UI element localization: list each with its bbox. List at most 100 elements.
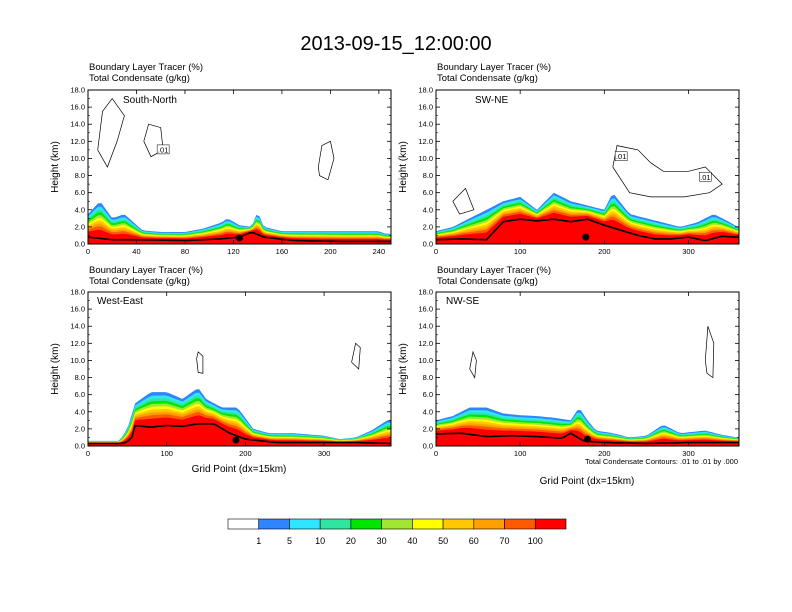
x-tick-label: 200 bbox=[324, 247, 337, 256]
field-label-tracer: Boundary Layer Tracer (%) bbox=[437, 62, 551, 73]
y-tick-label: 4.0 bbox=[423, 407, 433, 416]
colorbar: 1 5 10 20 30 40 50 60 70 100 bbox=[227, 518, 567, 546]
colorbar-label: 60 bbox=[469, 536, 479, 546]
panel-south-north: Boundary Layer Tracer (%) Total Condensa… bbox=[50, 62, 392, 256]
y-tick-label: 16.0 bbox=[70, 305, 85, 314]
y-tick-label: 0.0 bbox=[423, 240, 433, 249]
x-tick-label: 300 bbox=[682, 449, 695, 458]
y-tick-label: 4.0 bbox=[423, 205, 433, 214]
contour-note: Total Condensate Contours: .01 to .01 by… bbox=[585, 457, 738, 466]
x-tick-label: 0 bbox=[86, 247, 90, 256]
plot-inner bbox=[436, 292, 739, 446]
condensate-contour bbox=[704, 326, 715, 379]
x-axis-label: Grid Point (dx=15km) bbox=[540, 476, 635, 487]
y-tick-label: 2.0 bbox=[423, 222, 433, 231]
y-tick-label: 4.0 bbox=[75, 407, 85, 416]
colorbar-label: 1 bbox=[256, 536, 261, 546]
panel-sw-ne: Boundary Layer Tracer (%) Total Condensa… bbox=[398, 62, 740, 256]
colorbar-swatch bbox=[442, 518, 475, 530]
field-label-tracer: Boundary Layer Tracer (%) bbox=[89, 62, 203, 73]
y-tick-label: 16.0 bbox=[418, 305, 433, 314]
colorbar-swatch bbox=[473, 518, 505, 530]
plot-area: 0.0 2.0 4.0 6.0 8.0 10.0 12.0 14.0 16.0 18.0 0 100 2… bbox=[398, 288, 740, 458]
plot-inner bbox=[88, 292, 391, 446]
y-tick-label: 18.0 bbox=[70, 288, 85, 297]
y-axis-label: Height (km) bbox=[50, 343, 61, 395]
contour-label-box bbox=[614, 151, 628, 161]
terrain-line bbox=[88, 423, 391, 445]
x-tick-label: 300 bbox=[318, 449, 331, 458]
field-label-tracer: Boundary Layer Tracer (%) bbox=[89, 265, 203, 276]
contour-label-box bbox=[156, 144, 170, 155]
y-tick-label: 18.0 bbox=[418, 288, 433, 297]
x-tick-label: 200 bbox=[598, 449, 611, 458]
field-label-condensate: Total Condensate (g/kg) bbox=[437, 276, 538, 287]
y-tick-label: 10.0 bbox=[418, 154, 433, 163]
colorbar-swatch bbox=[258, 518, 290, 530]
y-tick-label: 10.0 bbox=[70, 356, 85, 365]
condensate-contour bbox=[612, 145, 723, 198]
x-tick-label: 120 bbox=[227, 247, 240, 256]
contour-label: .01 bbox=[616, 152, 626, 161]
colorbar-label: 20 bbox=[346, 536, 356, 546]
y-tick-label: 18.0 bbox=[418, 86, 433, 95]
field-label-tracer: Boundary Layer Tracer (%) bbox=[437, 265, 551, 276]
y-tick-label: 18.0 bbox=[70, 86, 85, 95]
y-tick-label: 0.0 bbox=[75, 442, 85, 451]
y-tick-label: 0.0 bbox=[423, 442, 433, 451]
x-tick-label: 100 bbox=[514, 247, 527, 256]
y-tick-label: 8.0 bbox=[423, 171, 433, 180]
y-tick-label: 0.0 bbox=[75, 240, 85, 249]
y-tick-label: 14.0 bbox=[418, 120, 433, 129]
y-tick-label: 6.0 bbox=[423, 390, 433, 399]
x-tick-label: 160 bbox=[276, 247, 289, 256]
panel-nw-se: Boundary Layer Tracer (%) Total Condensa… bbox=[398, 265, 740, 487]
y-tick-label: 2.0 bbox=[75, 222, 85, 231]
condensate-contour bbox=[97, 98, 125, 168]
terrain-line bbox=[436, 218, 739, 242]
y-axis-label: Height (km) bbox=[398, 343, 409, 395]
y-tick-label: 2.0 bbox=[75, 424, 85, 433]
y-tick-label: 4.0 bbox=[75, 205, 85, 214]
y-tick-label: 14.0 bbox=[70, 120, 85, 129]
x-axis-label: Grid Point (dx=15km) bbox=[192, 464, 287, 475]
plot-inner: .01 bbox=[88, 90, 391, 244]
condensate-contour bbox=[196, 351, 204, 374]
x-tick-label: 0 bbox=[434, 247, 438, 256]
y-tick-label: 16.0 bbox=[70, 103, 85, 112]
panel-west-east: Boundary Layer Tracer (%) Total Condensa… bbox=[50, 265, 392, 475]
y-tick-label: 10.0 bbox=[418, 356, 433, 365]
plot-inner: .01 .01 bbox=[436, 90, 739, 244]
colorbar-swatch bbox=[381, 518, 413, 530]
x-tick-label: 80 bbox=[181, 247, 189, 256]
contour-label: .01 bbox=[700, 173, 710, 182]
figure-title: 2013-09-15_12:00:00 bbox=[300, 33, 491, 55]
colorbar-label: 10 bbox=[315, 536, 325, 546]
colorbar-swatch bbox=[350, 518, 382, 530]
contour-label: .01 bbox=[158, 145, 168, 154]
condensate-contour bbox=[469, 350, 477, 379]
plot-background bbox=[88, 90, 391, 244]
colorbar-swatch bbox=[534, 518, 567, 530]
location-marker bbox=[232, 436, 240, 444]
y-axis-label: Height (km) bbox=[50, 141, 61, 193]
plot-area: 0.0 2.0 4.0 6.0 8.0 10.0 12.0 14.0 16.0 18.0 0 100 2… bbox=[50, 288, 392, 458]
colorbar-swatch bbox=[504, 518, 536, 530]
colorbar-swatch bbox=[319, 518, 352, 530]
field-label-condensate: Total Condensate (g/kg) bbox=[437, 73, 538, 84]
colorbar-swatch bbox=[412, 518, 444, 530]
x-tick-label: 0 bbox=[86, 449, 90, 458]
y-tick-label: 10.0 bbox=[70, 154, 85, 163]
colorbar-label: 40 bbox=[407, 536, 417, 546]
terrain-fill bbox=[436, 219, 739, 244]
y-tick-label: 14.0 bbox=[70, 322, 85, 331]
y-tick-label: 8.0 bbox=[423, 373, 433, 382]
y-tick-label: 12.0 bbox=[418, 137, 433, 146]
panel-label: South-North bbox=[123, 95, 177, 106]
location-marker bbox=[584, 435, 591, 443]
y-tick-label: 12.0 bbox=[70, 137, 85, 146]
condensate-contour bbox=[143, 123, 164, 158]
field-label-condensate: Total Condensate (g/kg) bbox=[89, 73, 190, 84]
y-tick-label: 6.0 bbox=[423, 188, 433, 197]
